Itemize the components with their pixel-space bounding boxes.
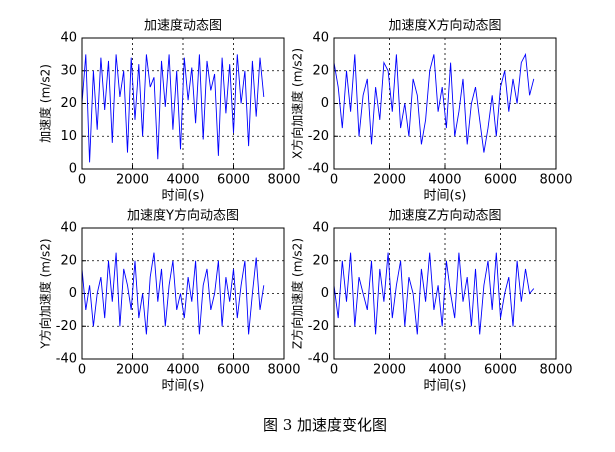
x-axis-label: 时间(s): [424, 379, 467, 394]
data-line: [81, 252, 265, 335]
x-tick-label: 6000: [217, 363, 250, 378]
y-tick-label: 40: [60, 31, 77, 46]
y-tick-label: 0: [69, 286, 77, 301]
y-tick-label: -20: [308, 129, 329, 144]
y-tick-label: 20: [312, 63, 329, 78]
x-tick-label: 4000: [428, 173, 461, 188]
x-tick-label: 6000: [484, 363, 517, 378]
caption: 图 3 加速度变化图: [263, 416, 387, 434]
x-tick-label: 2000: [116, 173, 149, 188]
y-tick-label: -40: [308, 352, 329, 367]
x-tick-label: 2000: [373, 173, 406, 188]
x-tick-label: 6000: [484, 173, 517, 188]
axes-box: [81, 227, 285, 360]
x-tick-label: 4000: [428, 363, 461, 378]
y-axis-label: X方向加速度 (m/s2): [290, 48, 305, 159]
y-axis-label: Z方向加速度 (m/s2): [290, 238, 305, 349]
y-tick-label: 40: [312, 221, 329, 236]
chart-title: 加速度X方向动态图: [389, 18, 502, 34]
x-tick-label: 2000: [116, 363, 149, 378]
y-tick-label: -40: [308, 162, 329, 177]
x-tick-label: 4000: [166, 173, 199, 188]
y-tick-label: 0: [69, 162, 77, 177]
chart-title: 加速度动态图: [144, 18, 222, 34]
x-tick-label: 8000: [267, 363, 300, 378]
x-tick-label: 8000: [267, 173, 300, 188]
axes-box: [81, 37, 285, 170]
axes-box: [333, 227, 557, 360]
data-line: [81, 54, 265, 163]
x-tick-label: 0: [330, 173, 338, 188]
y-tick-label: 20: [312, 253, 329, 268]
x-tick-label: 8000: [539, 363, 572, 378]
y-tick-label: 20: [60, 253, 77, 268]
y-axis-label: 加速度 (m/s2): [38, 64, 53, 143]
data-line: [333, 252, 535, 335]
x-tick-label: 0: [330, 363, 338, 378]
y-tick-label: 0: [321, 96, 329, 111]
axes-box: [333, 37, 557, 170]
x-tick-label: 0: [78, 173, 86, 188]
x-axis-label: 时间(s): [162, 189, 205, 204]
x-tick-label: 8000: [539, 173, 572, 188]
y-tick-label: 0: [321, 286, 329, 301]
y-tick-label: 40: [312, 31, 329, 46]
x-tick-label: 0: [78, 363, 86, 378]
y-tick-label: -20: [56, 319, 77, 334]
x-tick-label: 2000: [373, 363, 406, 378]
chart-title: 加速度Z方向动态图: [389, 208, 502, 224]
x-tick-label: 6000: [217, 173, 250, 188]
x-axis-label: 时间(s): [162, 379, 205, 394]
y-tick-label: -20: [308, 319, 329, 334]
chart-title: 加速度Y方向动态图: [127, 208, 239, 224]
y-tick-label: 30: [60, 63, 77, 78]
y-tick-label: -40: [56, 352, 77, 367]
y-axis-label: Y方向加速度 (m/s2): [38, 238, 53, 349]
y-tick-label: 20: [60, 96, 77, 111]
y-tick-label: 40: [60, 221, 77, 236]
x-axis-label: 时间(s): [424, 189, 467, 204]
x-tick-label: 4000: [166, 363, 199, 378]
y-tick-label: 10: [60, 129, 77, 144]
data-line: [333, 52, 535, 153]
